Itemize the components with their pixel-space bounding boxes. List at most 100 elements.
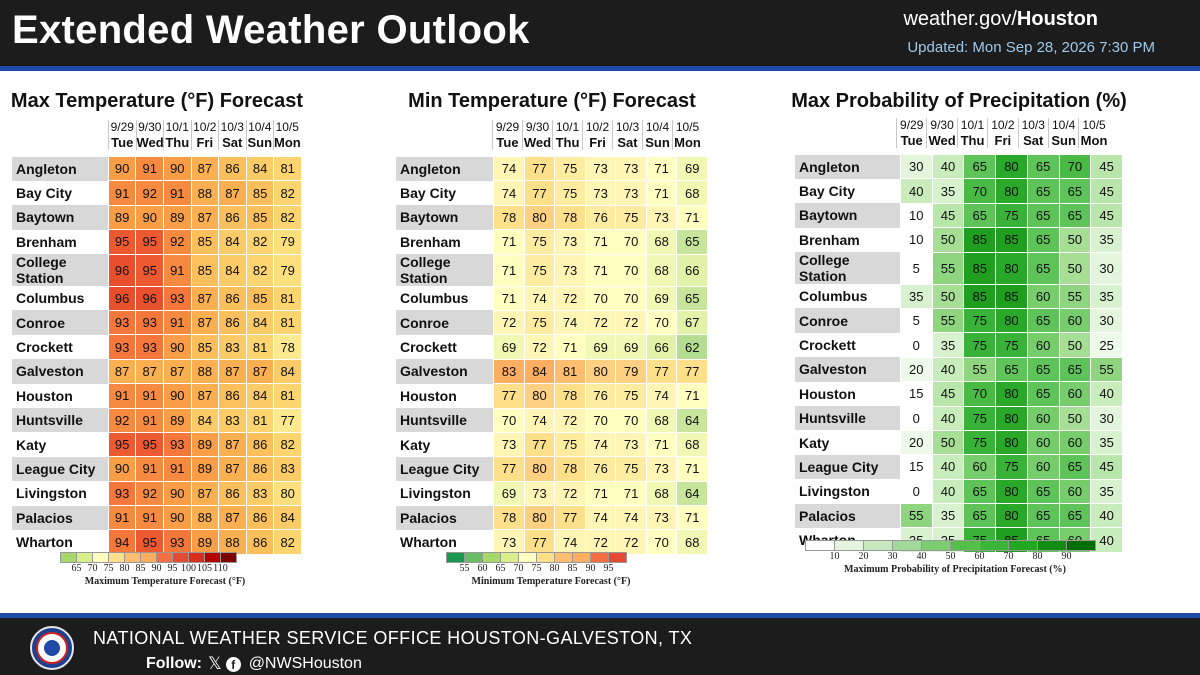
- forecast-cell: 78: [493, 505, 525, 531]
- table-row: Conroe 72 75 74 72 72 70 67: [396, 309, 708, 336]
- forecast-cell: 55: [931, 307, 965, 334]
- table-row: Huntsville 0 40 75 80 60 50 30: [795, 405, 1123, 431]
- date-column-header: 10/1 Thu: [552, 120, 582, 150]
- table-row: Palacios 55 35 65 80 65 65 40: [795, 503, 1123, 529]
- forecast-cell: 65: [1026, 307, 1060, 334]
- website-link[interactable]: weather.gov/Houston: [903, 8, 1098, 31]
- city-label: Columbus: [396, 286, 494, 311]
- forecast-cell: 35: [1090, 478, 1123, 505]
- date-label: 10/4: [645, 120, 670, 134]
- legend-tick-label: 100: [181, 563, 196, 574]
- social-handle[interactable]: @NWSHouston: [248, 655, 362, 672]
- city-label: Conroe: [12, 310, 109, 335]
- legend-tick-spacer: [446, 563, 456, 574]
- forecast-cell: 75: [554, 431, 586, 458]
- forecast-cell: 70: [645, 309, 678, 336]
- max-temp-legend-title: Maximum Temperature Forecast (°F): [84, 576, 246, 587]
- forecast-cell: 87: [163, 358, 192, 385]
- legend-tick-label: 40: [916, 551, 927, 562]
- forecast-cell: 71: [645, 431, 678, 458]
- forecast-cell: 89: [190, 529, 220, 555]
- table-row: League City 77 80 78 76 75 73 71: [396, 456, 708, 482]
- forecast-cell: 65: [1026, 202, 1060, 229]
- forecast-cell: 68: [676, 180, 708, 206]
- city-label: Angleton: [795, 154, 901, 179]
- forecast-cell: 0: [899, 332, 933, 358]
- forecast-cell: 79: [615, 358, 647, 385]
- table-row: Crockett 69 72 71 69 69 66 62: [396, 334, 708, 360]
- city-label: Palacios: [396, 505, 494, 530]
- forecast-cell: 82: [273, 180, 302, 206]
- forecast-cell: 55: [1058, 283, 1092, 309]
- forecast-cell: 50: [1058, 332, 1092, 358]
- forecast-cell: 70: [615, 253, 647, 287]
- forecast-cell: 15: [899, 454, 933, 480]
- forecast-cell: 85: [190, 253, 220, 287]
- forecast-cell: 71: [645, 155, 678, 182]
- forecast-cell: 66: [676, 253, 708, 287]
- forecast-cell: 74: [493, 180, 525, 206]
- forecast-cell: 60: [1026, 332, 1060, 358]
- table-row: League City 90 91 91 89 87 86 83: [12, 456, 302, 482]
- forecast-cell: 86: [218, 155, 247, 182]
- forecast-cell: 75: [995, 332, 1028, 358]
- forecast-cell: 87: [218, 358, 247, 385]
- day-label: Fri: [994, 133, 1012, 148]
- city-label: Crockett: [795, 332, 901, 358]
- table-row: Baytown 89 90 89 87 86 85 82: [12, 204, 302, 231]
- x-social-icon[interactable]: 𝕏: [207, 654, 222, 673]
- forecast-cell: 75: [523, 309, 556, 336]
- pop-panel: Max Probability of Precipitation (%) 9/2…: [791, 90, 1127, 590]
- forecast-cell: 95: [135, 529, 165, 555]
- forecast-cell: 86: [245, 431, 275, 458]
- forecast-cell: 74: [645, 383, 678, 409]
- forecast-cell: 85: [190, 334, 220, 360]
- forecast-cell: 95: [135, 229, 165, 255]
- forecast-cell: 72: [493, 309, 525, 336]
- table-row: Columbus 71 74 72 70 70 69 65: [396, 285, 708, 311]
- legend-tick-spacer: [60, 563, 69, 574]
- date-column-header: 9/30 Wed: [135, 120, 164, 150]
- table-row: Bay City 91 92 91 88 87 85 82: [12, 180, 302, 206]
- forecast-cell: 64: [676, 480, 708, 507]
- forecast-cell: 96: [107, 285, 137, 311]
- forecast-cell: 69: [676, 155, 708, 182]
- forecast-cell: 84: [218, 229, 247, 255]
- legend-tick-label: 85: [567, 563, 578, 574]
- legend-swatch: [950, 540, 980, 551]
- legend-swatch: [204, 552, 221, 563]
- city-label: Livingston: [12, 481, 109, 506]
- day-label: Sat: [222, 135, 243, 150]
- forecast-cell: 78: [554, 456, 586, 482]
- min-temp-title: Min Temperature (°F) Forecast: [408, 90, 696, 112]
- date-label: 10/1: [555, 120, 580, 134]
- forecast-cell: 91: [163, 180, 192, 206]
- forecast-cell: 40: [899, 178, 933, 204]
- forecast-cell: 71: [584, 480, 617, 507]
- forecast-cell: 80: [995, 503, 1028, 529]
- forecast-cell: 65: [1026, 153, 1060, 180]
- forecast-cell: 73: [615, 431, 647, 458]
- forecast-cell: 93: [163, 285, 192, 311]
- table-row: Brenham 71 75 73 71 70 68 65: [396, 229, 708, 255]
- facebook-icon[interactable]: f: [225, 656, 241, 672]
- forecast-cell: 80: [273, 480, 302, 507]
- forecast-cell: 88: [190, 358, 220, 385]
- day-label: Sun: [1051, 133, 1076, 148]
- forecast-cell: 72: [615, 529, 647, 555]
- legend-tick-spacer: [805, 551, 820, 562]
- pop-legend: 10 20 30 40 50 60 70 80 90 Maximum Probability o…: [805, 540, 1105, 575]
- forecast-cell: 55: [899, 503, 933, 529]
- date-column-header: 10/3 Sat: [1017, 118, 1048, 148]
- date-column-header: 10/1 Thu: [956, 118, 987, 148]
- city-label: Livingston: [795, 479, 901, 504]
- legend-swatch: [590, 552, 609, 563]
- date-label: 10/4: [248, 120, 272, 134]
- forecast-cell: 65: [1058, 178, 1092, 204]
- forecast-cell: 91: [163, 456, 192, 482]
- table-row: Columbus 35 50 85 85 60 55 35: [795, 283, 1123, 309]
- follow-row: Follow: 𝕏 f @NWSHouston: [146, 654, 362, 674]
- day-label: Wed: [523, 135, 552, 150]
- forecast-cell: 5: [899, 251, 933, 285]
- forecast-cell: 92: [163, 229, 192, 255]
